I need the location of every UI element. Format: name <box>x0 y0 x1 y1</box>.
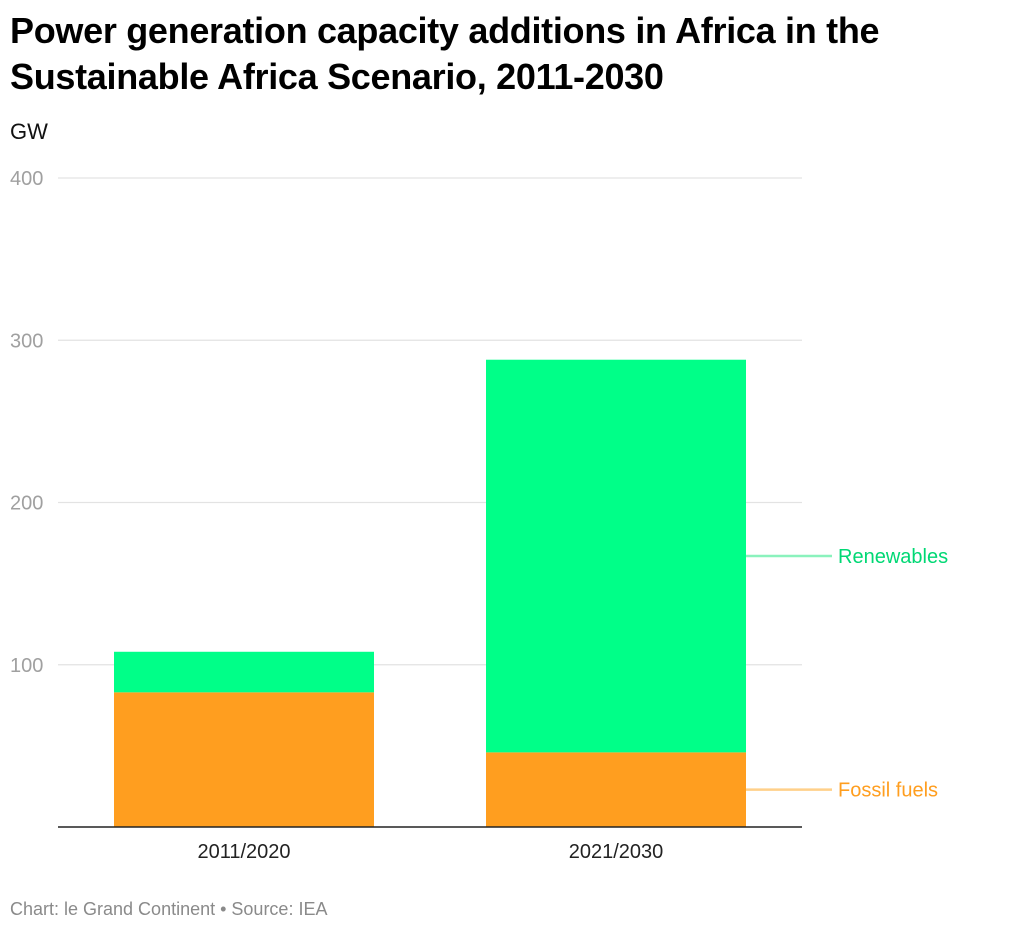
y-tick-label-300: 300 <box>10 330 43 352</box>
bar-fossil-fuels-2021-2030 <box>486 752 746 827</box>
legend-label-fossil-fuels: Fossil fuels <box>838 780 938 802</box>
y-tick-label-200: 200 <box>10 493 43 515</box>
x-tick-label-2021-2030: 2021/2030 <box>569 841 664 863</box>
x-tick-label-2011-2020: 2011/2020 <box>197 841 290 863</box>
y-tick-label-400: 400 <box>10 168 43 190</box>
bar-renewables-2021-2030 <box>486 359 746 753</box>
chart-title: Power generation capacity additions in A… <box>10 10 880 97</box>
y-tick-label-100: 100 <box>10 655 43 677</box>
legend-label-renewables: Renewables <box>838 546 948 568</box>
bar-fossil-fuels-2011-2020 <box>114 692 374 827</box>
chart-footer: Chart: le Grand Continent • Source: IEA <box>10 899 328 919</box>
y-axis-unit: GW <box>10 119 48 144</box>
bar-renewables-2011-2020 <box>114 651 374 693</box>
